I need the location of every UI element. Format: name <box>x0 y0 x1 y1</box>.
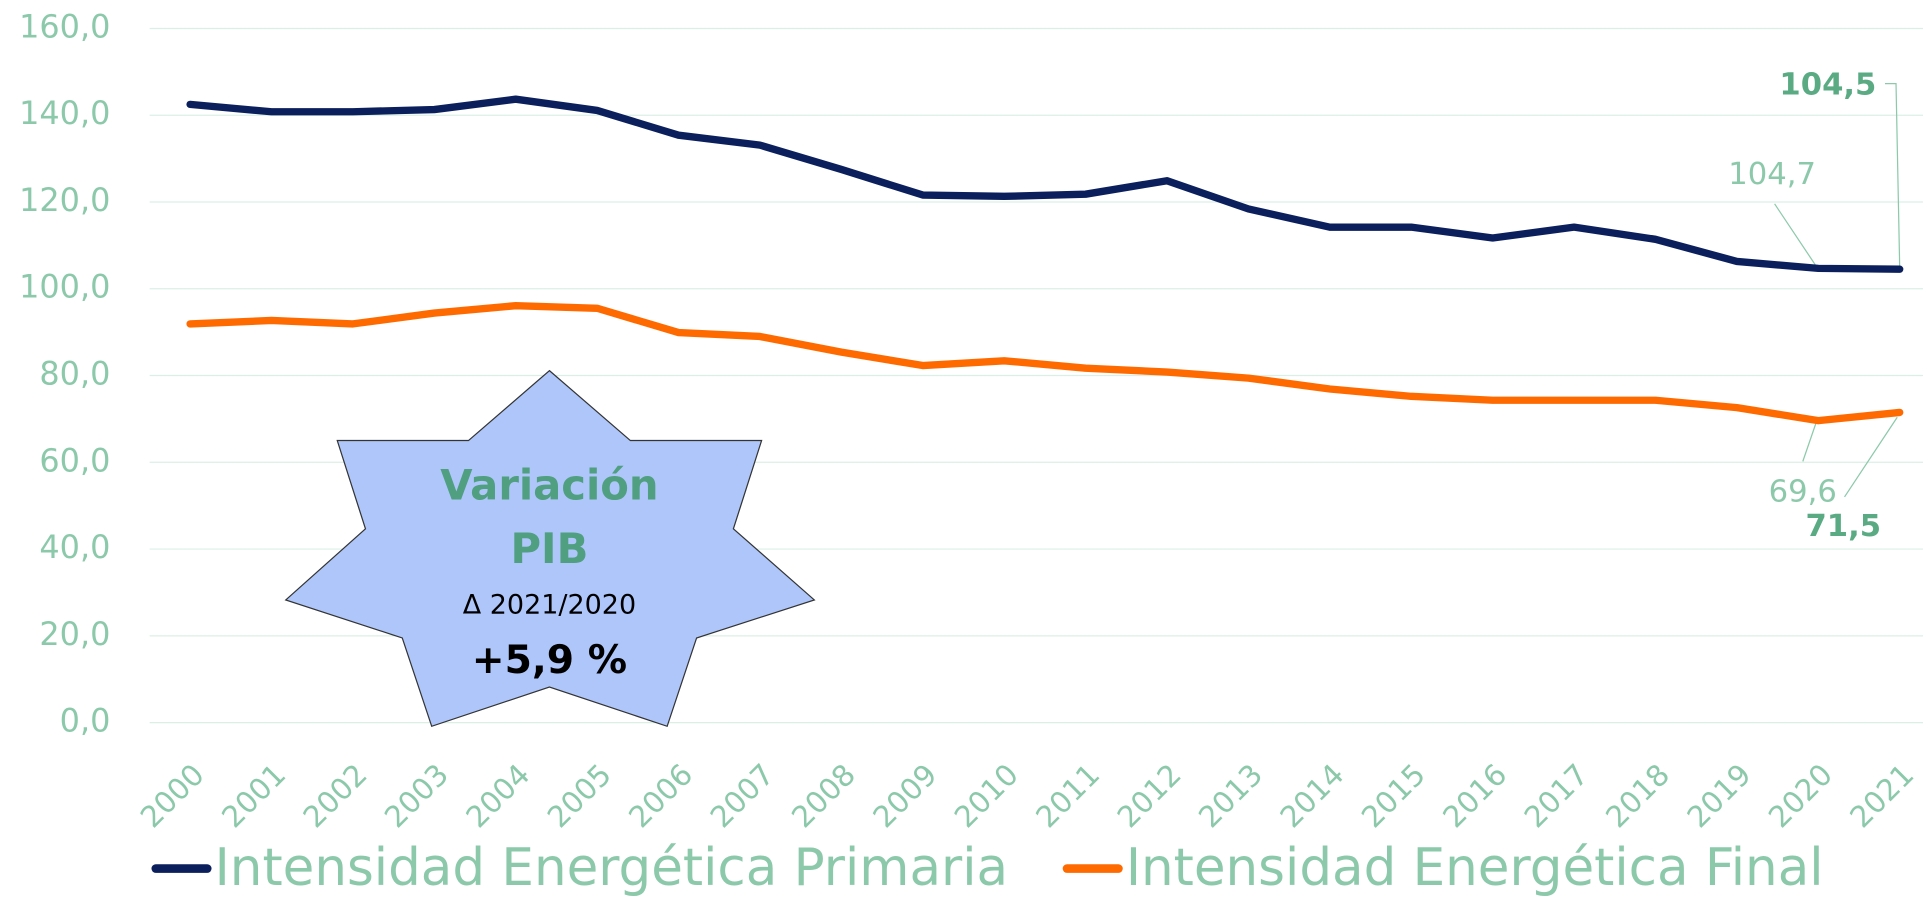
y-tick-label: 140,0 <box>19 94 110 132</box>
x-tick-label: 2000 <box>134 757 211 834</box>
legend-label: Intensidad Energética Final <box>1126 838 1824 897</box>
x-tick-label: 2008 <box>785 757 862 834</box>
annotation-subtitle: Δ 2021/2020 <box>463 590 636 621</box>
x-tick-label: 2004 <box>460 757 537 834</box>
y-tick-label: 100,0 <box>19 268 110 306</box>
x-tick-label: 2005 <box>541 757 618 834</box>
series-line <box>186 95 1904 273</box>
annotation-value: +5,9 % <box>472 638 627 683</box>
x-tick-label: 2015 <box>1355 757 1432 834</box>
y-tick-label: 80,0 <box>39 355 110 393</box>
y-tick-label: 0,0 <box>60 702 111 740</box>
annotation-title: PIB <box>511 524 589 573</box>
value-label: 71,5 <box>1805 509 1881 544</box>
series-line <box>186 302 1904 425</box>
y-tick-label: 20,0 <box>39 615 110 653</box>
x-tick-label: 2020 <box>1762 757 1839 834</box>
x-tick-label: 2003 <box>378 757 455 834</box>
x-tick-label: 2012 <box>1111 757 1188 834</box>
x-tick-label: 2006 <box>622 757 699 834</box>
y-tick-label: 40,0 <box>39 528 110 566</box>
value-label: 104,5 <box>1779 68 1876 103</box>
x-tick-label: 2019 <box>1681 757 1758 834</box>
y-tick-label: 60,0 <box>39 441 110 479</box>
x-tick-label: 2018 <box>1599 757 1676 834</box>
x-tick-label: 2014 <box>1274 757 1351 834</box>
y-tick-label: 160,0 <box>19 7 110 45</box>
x-tick-label: 2007 <box>704 757 781 834</box>
y-tick-label: 120,0 <box>19 181 110 219</box>
x-tick-label: 2016 <box>1436 757 1513 834</box>
star-callout <box>284 369 816 728</box>
x-tick-label: 2009 <box>867 757 944 834</box>
leader-lines <box>1774 83 1901 498</box>
x-tick-label: 2002 <box>297 757 374 834</box>
x-tick-label: 2001 <box>215 757 292 834</box>
x-tick-label: 2017 <box>1518 757 1595 834</box>
x-tick-label: 2013 <box>1192 757 1269 834</box>
x-tick-label: 2021 <box>1843 757 1920 834</box>
value-label: 104,7 <box>1728 157 1816 192</box>
x-tick-label: 2011 <box>1029 757 1106 834</box>
legend-label: Intensidad Energética Primaria <box>215 838 1008 897</box>
value-label: 69,6 <box>1769 475 1837 510</box>
annotation-title: Variación <box>440 460 658 509</box>
x-tick-label: 2010 <box>948 757 1025 834</box>
